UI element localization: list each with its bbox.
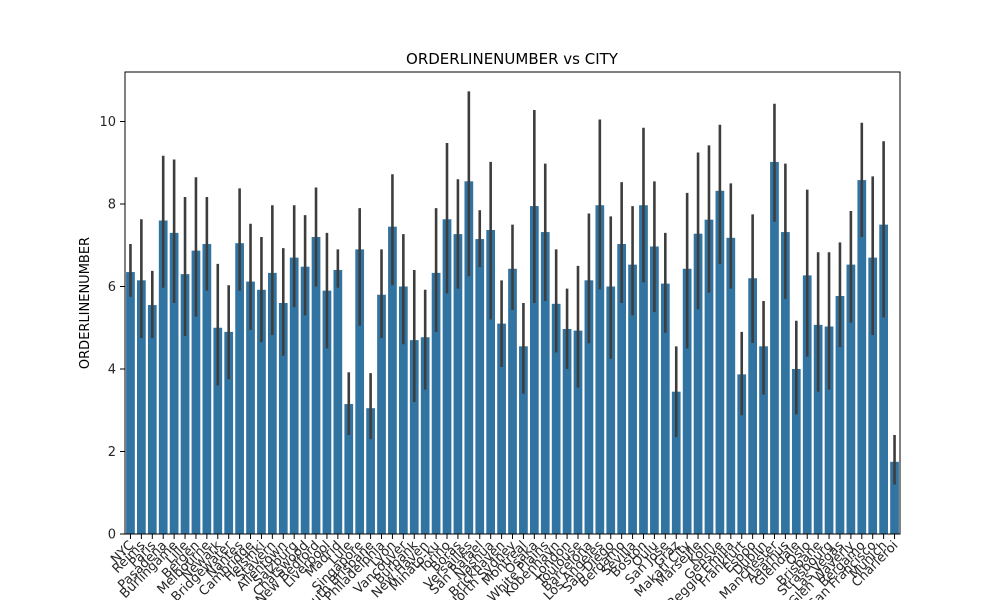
bar (147, 305, 157, 534)
bar (802, 275, 812, 534)
y-axis-ticks: 0 2 4 6 8 10 (99, 115, 125, 543)
bar (366, 408, 375, 534)
bar (813, 324, 823, 534)
bar (857, 180, 867, 534)
bar (791, 369, 801, 534)
bar (628, 264, 637, 534)
bar (508, 268, 517, 534)
bar (246, 281, 255, 534)
y-tick-label: 8 (108, 198, 116, 213)
bar (595, 205, 605, 535)
bar (759, 346, 768, 534)
bar (191, 250, 201, 535)
bar (660, 283, 670, 534)
bar (158, 220, 168, 534)
bar (617, 244, 627, 534)
bar (235, 243, 244, 534)
bar (355, 249, 365, 534)
bar (453, 234, 463, 535)
bar (650, 246, 659, 535)
bar (737, 374, 747, 534)
bar (639, 205, 648, 535)
bar (180, 274, 190, 534)
bar (311, 237, 321, 534)
bar (377, 294, 386, 534)
bar (464, 181, 474, 534)
bars (126, 161, 899, 535)
bar (398, 286, 408, 534)
bar (267, 272, 277, 534)
bar (278, 303, 288, 534)
bar (333, 270, 343, 534)
bar (671, 391, 681, 534)
bar (573, 330, 583, 534)
plot-frame (124, 71, 901, 535)
bar (529, 206, 539, 534)
bar (770, 161, 779, 535)
bar (540, 232, 550, 535)
bar (442, 219, 452, 534)
bar (781, 232, 790, 535)
bar (551, 303, 561, 534)
y-tick-label: 0 (108, 528, 116, 543)
bar (289, 257, 299, 534)
bar (868, 257, 878, 534)
bar (693, 233, 703, 534)
bar (486, 229, 496, 535)
bar (344, 404, 354, 534)
x-axis-ticks: NYCReimsParisPasadenaBurlingameLilleBerg… (108, 534, 901, 600)
bar (202, 244, 212, 534)
y-tick-label: 2 (108, 445, 116, 460)
error-bars (129, 91, 896, 485)
y-axis-label: ORDERLINENUMBER (78, 237, 93, 369)
y-tick-label: 6 (108, 280, 116, 295)
bar (748, 278, 758, 534)
bar (475, 239, 485, 534)
bar (322, 290, 332, 534)
bar (562, 328, 572, 534)
bar (388, 226, 397, 534)
bar (431, 272, 441, 534)
bar (682, 268, 692, 534)
bar (224, 331, 234, 534)
bar (726, 237, 736, 534)
bar (519, 346, 528, 534)
bar (890, 461, 899, 534)
y-tick-label: 4 (108, 363, 116, 378)
bar (409, 340, 419, 534)
bar (420, 337, 430, 534)
bar (126, 272, 135, 534)
bar (169, 232, 179, 534)
bar (715, 190, 725, 535)
chart-title: ORDERLINENUMBER vs CITY (406, 50, 619, 68)
bar (824, 326, 834, 534)
bar (879, 224, 888, 534)
bar (497, 323, 506, 534)
bar (606, 286, 616, 534)
bar (300, 266, 310, 534)
bar (846, 264, 856, 534)
y-tick-label: 10 (99, 115, 116, 130)
bar (213, 327, 223, 534)
bar (835, 295, 845, 534)
bar (137, 280, 146, 534)
bar (584, 280, 594, 534)
bar (257, 289, 266, 534)
bar (704, 219, 714, 535)
